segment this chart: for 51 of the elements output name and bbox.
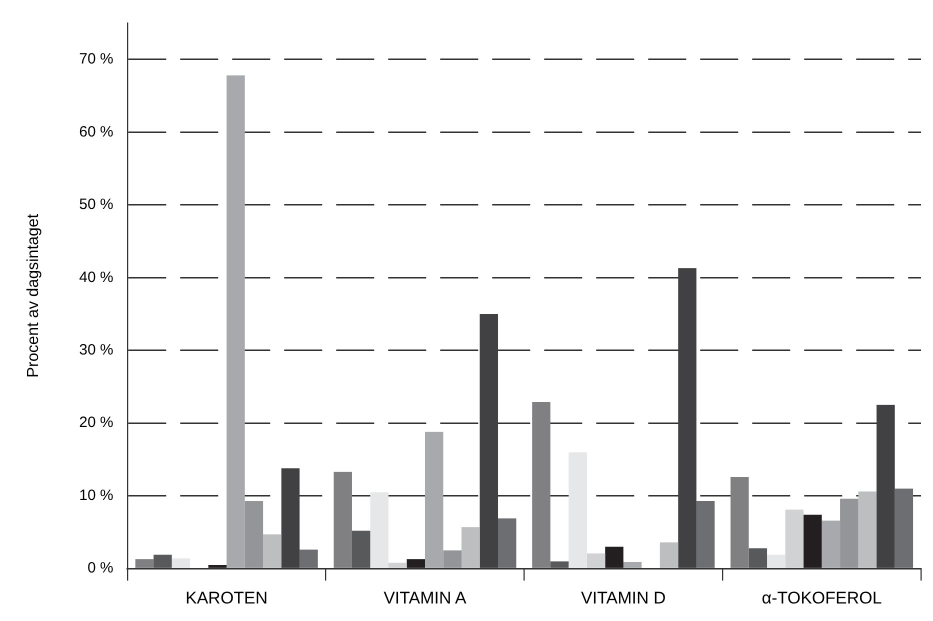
bar bbox=[370, 492, 388, 568]
y-tick-label: 60 % bbox=[79, 123, 114, 140]
x-tick-label: KAROTEN bbox=[185, 588, 268, 608]
bar bbox=[840, 498, 858, 568]
bar bbox=[678, 268, 696, 568]
bar bbox=[568, 452, 587, 568]
bar bbox=[154, 554, 172, 568]
y-tick-label: 40 % bbox=[79, 268, 114, 286]
x-tick-label: VITAMIN D bbox=[581, 588, 666, 608]
bar bbox=[498, 518, 516, 568]
bar bbox=[281, 468, 300, 568]
bar bbox=[550, 561, 569, 568]
bar bbox=[532, 402, 550, 568]
bar bbox=[352, 530, 370, 568]
bar bbox=[822, 520, 840, 568]
bar bbox=[480, 314, 498, 568]
bar bbox=[263, 534, 282, 568]
bar bbox=[623, 562, 642, 568]
y-tick-label: 10 % bbox=[79, 486, 114, 504]
bar bbox=[748, 548, 768, 568]
bar bbox=[696, 500, 715, 568]
y-tick-label: 30 % bbox=[79, 342, 114, 358]
x-tick-label: α-TOKOFEROL bbox=[762, 588, 882, 608]
bar bbox=[876, 404, 895, 568]
bar bbox=[730, 476, 749, 568]
bar bbox=[388, 562, 407, 568]
bar bbox=[785, 510, 804, 568]
bar bbox=[443, 550, 462, 568]
y-tick-label: 50 % bbox=[79, 196, 114, 214]
bar bbox=[300, 550, 318, 568]
bar bbox=[135, 559, 154, 568]
x-tick-label: VITAMIN A bbox=[384, 588, 468, 608]
bar bbox=[660, 542, 678, 568]
bar bbox=[858, 491, 877, 568]
bar bbox=[208, 564, 227, 568]
y-axis-title: Procent av dagsintaget bbox=[25, 213, 42, 378]
bar bbox=[605, 546, 624, 568]
y-tick-label: 20 % bbox=[79, 414, 114, 432]
y-tick-label: 0 % bbox=[88, 560, 114, 577]
bar bbox=[767, 554, 786, 568]
y-tick-label: 70 % bbox=[79, 50, 114, 68]
bar bbox=[244, 500, 264, 568]
bar bbox=[894, 488, 914, 568]
bar bbox=[406, 559, 425, 568]
bar bbox=[226, 75, 245, 568]
bar bbox=[804, 514, 822, 568]
bar bbox=[334, 472, 352, 568]
bar bbox=[424, 432, 444, 568]
bar bbox=[586, 553, 606, 568]
bar bbox=[462, 527, 480, 568]
bar bbox=[172, 558, 190, 568]
